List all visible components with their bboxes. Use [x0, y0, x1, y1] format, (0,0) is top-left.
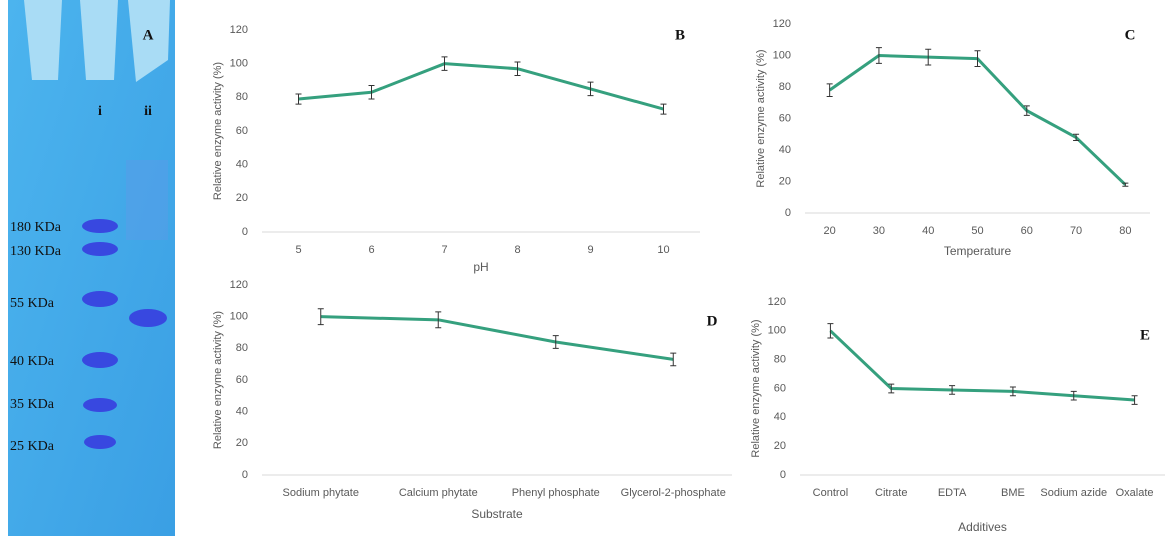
- y-tick-label: 100: [773, 49, 791, 61]
- panel-label: E: [1140, 327, 1150, 343]
- x-tick-label: Glycerol-2-phosphate: [621, 487, 726, 499]
- panel-label: B: [675, 27, 685, 43]
- data-line: [830, 331, 1134, 400]
- x-tick-label: 20: [824, 225, 836, 237]
- x-tick-label: 60: [1021, 225, 1033, 237]
- y-tick-label: 60: [774, 382, 786, 394]
- gel-band: [82, 219, 118, 233]
- x-axis-label: Additives: [958, 520, 1007, 534]
- y-tick-label: 100: [230, 58, 248, 70]
- y-tick-label: 60: [236, 374, 248, 386]
- gel-band: [82, 242, 118, 256]
- marker-label: 25 KDa: [10, 439, 55, 454]
- gel-band: [83, 398, 117, 412]
- x-tick-label: Citrate: [875, 487, 907, 499]
- y-tick-label: 40: [236, 406, 248, 418]
- y-tick-label: 0: [785, 207, 791, 219]
- gel-well: [80, 0, 118, 80]
- y-axis-label: Relative enzyme activity (%): [750, 319, 762, 457]
- y-tick-label: 20: [779, 175, 791, 187]
- y-tick-label: 80: [236, 91, 248, 103]
- x-tick-label: 50: [971, 225, 983, 237]
- marker-label: 130 KDa: [10, 244, 62, 259]
- x-tick-label: Calcium phytate: [399, 487, 478, 499]
- x-tick-label: Control: [813, 487, 848, 499]
- gel-smear: [126, 160, 168, 240]
- y-tick-label: 100: [230, 311, 248, 323]
- y-tick-label: 60: [236, 125, 248, 137]
- x-tick-label: EDTA: [938, 487, 967, 499]
- y-tick-label: 0: [780, 469, 786, 481]
- y-tick-label: 20: [236, 192, 248, 204]
- y-tick-label: 0: [242, 469, 248, 481]
- y-tick-label: 20: [236, 437, 248, 449]
- x-tick-label: 80: [1119, 225, 1131, 237]
- x-tick-label: 6: [368, 244, 374, 256]
- y-axis-label: Relative enzyme activity (%): [755, 49, 767, 187]
- y-tick-label: 40: [236, 159, 248, 171]
- x-axis-label: pH: [473, 260, 488, 274]
- y-axis-label: Relative enzyme activity (%): [212, 62, 224, 200]
- x-tick-label: Sodium azide: [1040, 487, 1107, 499]
- y-tick-label: 80: [236, 342, 248, 354]
- data-line: [299, 64, 664, 109]
- y-tick-label: 0: [242, 226, 248, 238]
- y-tick-label: 100: [768, 325, 786, 337]
- y-tick-label: 120: [230, 24, 248, 36]
- x-tick-label: Phenyl phosphate: [512, 487, 600, 499]
- marker-label: 35 KDa: [10, 397, 55, 412]
- data-line: [321, 317, 674, 360]
- panel-label: D: [707, 313, 718, 329]
- x-tick-label: 7: [441, 244, 447, 256]
- y-tick-label: 20: [774, 440, 786, 452]
- x-tick-label: 9: [587, 244, 593, 256]
- x-tick-label: Sodium phytate: [283, 487, 359, 499]
- page: A i ii 180 KDa 130 KDa 55 KDa 40 KDa 35 KDa 2…: [0, 0, 1170, 536]
- gel-band: [129, 309, 167, 327]
- gel-band: [82, 291, 118, 307]
- x-tick-label: 8: [514, 244, 520, 256]
- y-tick-label: 120: [773, 18, 791, 30]
- x-tick-label: 5: [295, 244, 301, 256]
- gel-band: [84, 435, 116, 449]
- x-tick-label: 10: [657, 244, 669, 256]
- x-tick-label: 30: [873, 225, 885, 237]
- gel-band: [82, 352, 118, 368]
- y-tick-label: 80: [774, 354, 786, 366]
- marker-label: 180 KDa: [10, 220, 62, 235]
- y-axis-label: Relative enzyme activity (%): [212, 311, 224, 449]
- panel-label: A: [143, 27, 154, 43]
- y-tick-label: 40: [779, 144, 791, 156]
- y-tick-label: 120: [768, 296, 786, 308]
- x-axis-label: Temperature: [944, 244, 1012, 258]
- y-tick-label: 80: [779, 81, 791, 93]
- lane-label: ii: [144, 104, 152, 119]
- figure: A i ii 180 KDa 130 KDa 55 KDa 40 KDa 35 KDa 2…: [0, 0, 1170, 536]
- x-tick-label: BME: [1001, 487, 1025, 499]
- panel-label: C: [1125, 27, 1136, 43]
- lane-label: i: [98, 104, 102, 119]
- x-axis-label: Substrate: [471, 507, 523, 521]
- y-tick-label: 60: [779, 112, 791, 124]
- y-tick-label: 40: [774, 411, 786, 423]
- data-line: [830, 56, 1126, 185]
- x-tick-label: 70: [1070, 225, 1082, 237]
- marker-label: 40 KDa: [10, 354, 55, 369]
- x-tick-label: Oxalate: [1116, 487, 1154, 499]
- gel-background: [8, 0, 175, 536]
- y-tick-label: 120: [230, 279, 248, 291]
- gel-image: A i ii 180 KDa 130 KDa 55 KDa 40 KDa 35 KDa 2…: [8, 0, 175, 536]
- marker-label: 55 KDa: [10, 296, 55, 311]
- x-tick-label: 40: [922, 225, 934, 237]
